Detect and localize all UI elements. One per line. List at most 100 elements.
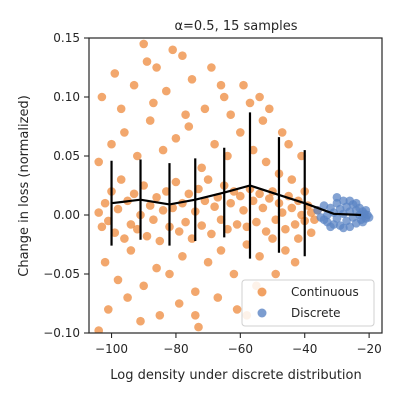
continuous-point [265, 194, 274, 203]
continuous-point [113, 275, 123, 285]
continuous-point [290, 257, 300, 267]
continuous-point [152, 263, 161, 273]
continuous-point [210, 139, 219, 149]
continuous-point [174, 227, 184, 236]
continuous-point [123, 293, 132, 302]
continuous-point [162, 86, 171, 96]
continuous-point [229, 269, 239, 279]
continuous-point [184, 122, 194, 131]
legend-label-discrete: Discrete [291, 306, 341, 320]
continuous-point [116, 104, 126, 114]
continuous-point [178, 251, 187, 261]
continuous-point [152, 63, 161, 72]
continuous-point [100, 257, 110, 267]
continuous-point [120, 128, 129, 137]
continuous-point [126, 220, 136, 229]
discrete-point [319, 215, 329, 224]
continuous-point [219, 92, 229, 102]
continuous-point [178, 51, 187, 60]
continuous-point [187, 75, 197, 84]
continuous-point [139, 281, 148, 291]
y-tick-label: −0.05 [43, 267, 80, 281]
continuous-point [245, 98, 255, 108]
continuous-point [142, 57, 152, 66]
continuous-point [294, 234, 303, 243]
legend-marker-continuous [257, 287, 267, 297]
continuous-point [155, 236, 165, 246]
continuous-point [207, 229, 216, 239]
continuous-point [223, 224, 232, 234]
continuous-point [191, 287, 200, 297]
continuous-point [203, 175, 213, 184]
continuous-point [194, 322, 203, 332]
continuous-point [139, 39, 148, 49]
continuous-point [287, 203, 297, 213]
continuous-point [258, 116, 268, 125]
continuous-point [216, 80, 226, 90]
continuous-point [155, 311, 165, 320]
continuous-point [223, 151, 232, 161]
legend-box [241, 279, 375, 327]
discrete-point [345, 222, 355, 232]
y-axis-title: Change in loss (normalized) [17, 95, 32, 277]
continuous-point [210, 202, 219, 211]
continuous-point [165, 269, 174, 279]
legend: Continuous Discrete [241, 279, 375, 327]
continuous-point [174, 299, 184, 308]
continuous-point [158, 145, 168, 155]
continuous-point [129, 80, 139, 90]
continuous-point [232, 220, 242, 229]
y-tick-label: 0.05 [53, 149, 80, 163]
continuous-point [171, 177, 181, 187]
continuous-point [100, 198, 110, 208]
mean-line [111, 184, 362, 217]
continuous-point [236, 191, 245, 201]
continuous-point [255, 251, 264, 261]
continuous-point [207, 63, 216, 72]
continuous-point [261, 157, 271, 167]
continuous-point [271, 215, 281, 224]
continuous-point [94, 208, 103, 217]
continuous-point [252, 217, 261, 227]
continuous-point [277, 128, 287, 137]
continuous-point [136, 316, 145, 326]
plot-frame [88, 37, 383, 334]
continuous-point [236, 128, 245, 137]
continuous-point [281, 246, 290, 255]
continuous-point [168, 45, 177, 55]
continuous-point [239, 206, 248, 215]
y-tick-label: −0.10 [43, 326, 80, 340]
x-axis-title: Log density under discrete distribution [110, 368, 362, 383]
continuous-point [184, 189, 194, 199]
discrete-point [326, 222, 335, 232]
legend-marker-discrete [257, 308, 267, 318]
x-tick-label: −40 [292, 342, 317, 356]
continuous-point [181, 110, 190, 119]
continuous-point [120, 234, 129, 243]
y-tick-label: 0.15 [53, 31, 80, 45]
x-tick-label: −80 [163, 342, 188, 356]
discrete-point [332, 193, 342, 202]
continuous-point [113, 204, 123, 214]
continuous-point [126, 246, 136, 255]
continuous-point [158, 206, 168, 215]
discrete-point [339, 223, 348, 233]
continuous-point [181, 217, 190, 227]
axes-layer: −100 −80 −60 −40 −20 −0.10 −0.05 0.00 0.05 0.10 0.… [43, 31, 383, 356]
continuous-point [213, 293, 223, 302]
continuous-point [145, 201, 155, 210]
y-tick-label: 0.00 [53, 208, 80, 222]
discrete-point [332, 214, 342, 223]
plot-layer [94, 39, 374, 333]
continuous-point [197, 221, 206, 230]
continuous-point [203, 257, 213, 267]
continuous-point [265, 104, 274, 114]
continuous-point [110, 228, 120, 237]
continuous-point [261, 227, 271, 236]
chart-title: α=0.5, 15 samples [174, 19, 297, 34]
continuous-point [107, 139, 116, 149]
continuous-point [258, 203, 268, 213]
continuous-point [226, 198, 235, 208]
continuous-point [281, 224, 290, 234]
